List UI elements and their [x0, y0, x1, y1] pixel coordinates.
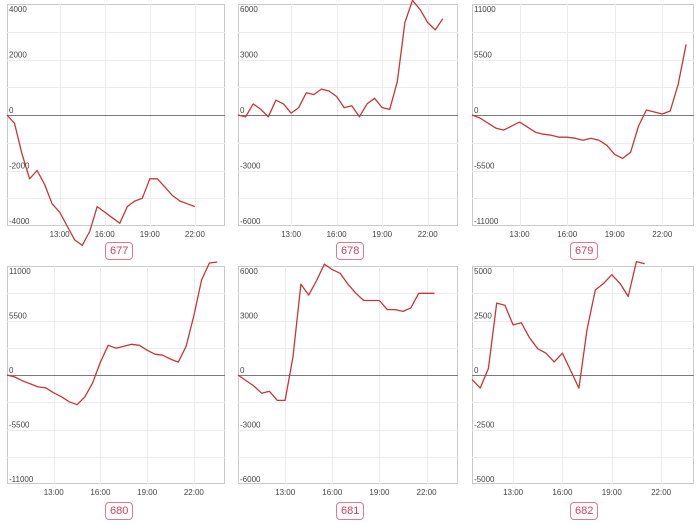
chart-680-x-tick-label: 22:00 — [184, 488, 205, 497]
chart-678-plot: 6000 3000 0 -3000 -6000 13:00 16:00 19:00 22:00 — [237, 0, 458, 239]
chart-panel-680: 11000 5500 0 -5500 -11000 13:00 16:00 19:00 22:0… — [0, 261, 232, 524]
chart-680-y-tick-label: 11000 — [9, 267, 31, 276]
chart-682-series-line — [471, 260, 645, 389]
chart-678-y-tick-label: 6000 — [240, 5, 258, 14]
chart-679-x-tick-label: 16:00 — [557, 230, 578, 239]
chart-label-680: 680 — [105, 502, 134, 520]
chart-682-y-tick-label: 0 — [474, 366, 479, 375]
chart-682-x-tick-label: 19:00 — [602, 488, 623, 497]
chart-677-x-tick-label: 16:00 — [95, 230, 116, 239]
chart-label-678: 678 — [336, 242, 365, 260]
chart-panel-679: 11000 5500 0 -5500 -11000 13:00 16:00 19:00 22:0… — [466, 0, 700, 262]
chart-label-682: 682 — [570, 502, 599, 520]
chart-680-series-line — [6, 261, 218, 406]
chart-681-y-tick-label: -3000 — [240, 421, 261, 430]
chart-681-series-line — [237, 263, 435, 402]
chart-682-x-tick-label: 13:00 — [503, 488, 524, 497]
chart-panel-678: 6000 3000 0 -3000 -6000 13:00 16:00 19:00 22:00 … — [232, 0, 466, 262]
chart-680-y-tick-label: -11000 — [9, 475, 34, 484]
chart-677-x-tick-label: 13:00 — [50, 230, 71, 239]
chart-panel-682: 5000 2500 0 -2500 -5000 13:00 16:00 19:00 22:00 … — [466, 260, 700, 524]
chart-679-series-line — [471, 44, 687, 160]
chart-680-y-tick-label: 0 — [9, 366, 14, 375]
chart-680-x-tick-label: 16:00 — [90, 488, 111, 497]
chart-682-y-tick-label: 5000 — [474, 267, 492, 276]
chart-677-series-line — [6, 114, 196, 247]
chart-682-x-tick-label: 16:00 — [552, 488, 573, 497]
chart-677-x-tick-label: 19:00 — [140, 230, 161, 239]
chart-681-x-tick-label: 22:00 — [417, 488, 438, 497]
chart-678-y-tick-label: 3000 — [240, 51, 258, 60]
chart-label-679: 679 — [570, 242, 599, 260]
chart-679-plot: 11000 5500 0 -5500 -11000 13:00 16:00 19:00 22:0… — [471, 4, 694, 239]
chart-682-y-tick-label: -2500 — [474, 421, 495, 430]
chart-panel-681: 6000 3000 0 -3000 -6000 13:00 16:00 19:00 22:00 … — [232, 262, 466, 524]
chart-681-x-tick-label: 16:00 — [322, 488, 343, 497]
chart-681-plot: 6000 3000 0 -3000 -6000 13:00 16:00 19:00 22:00 — [237, 263, 458, 497]
chart-682-plot: 5000 2500 0 -2500 -5000 13:00 16:00 19:00 22:00 — [471, 260, 694, 497]
chart-682-y-tick-label: -5000 — [474, 475, 495, 484]
chart-681-x-tick-label: 13:00 — [275, 488, 296, 497]
chart-679-x-tick-label: 22:00 — [652, 230, 673, 239]
chart-677-x-tick-label: 22:00 — [185, 230, 206, 239]
chart-680-x-tick-label: 13:00 — [44, 488, 65, 497]
chart-label-677: 677 — [105, 242, 134, 260]
chart-681-y-tick-label: -6000 — [240, 475, 261, 484]
chart-681-y-tick-label: 0 — [240, 366, 245, 375]
chart-677-y-tick-label: 0 — [9, 106, 14, 115]
chart-679-y-tick-label: 0 — [474, 106, 479, 115]
chart-678-y-tick-label: -3000 — [240, 162, 261, 171]
chart-681-x-tick-label: 19:00 — [369, 488, 390, 497]
chart-682-x-tick-label: 22:00 — [651, 488, 672, 497]
chart-677-y-tick-label: 4000 — [9, 5, 27, 14]
chart-677-y-tick-label: -2000 — [9, 162, 30, 171]
chart-681-y-tick-label: 6000 — [240, 267, 258, 276]
chart-678-x-tick-label: 22:00 — [418, 230, 439, 239]
chart-678-x-tick-label: 19:00 — [372, 230, 393, 239]
chart-680-x-tick-label: 19:00 — [137, 488, 158, 497]
chart-679-y-tick-label: -5500 — [474, 162, 495, 171]
chart-677-y-tick-label: -4000 — [9, 217, 30, 226]
chart-678-y-tick-label: 0 — [240, 106, 245, 115]
chart-678-x-tick-label: 16:00 — [327, 230, 348, 239]
chart-677-plot: 4000 2000 0 -2000 -4000 13:00 16:00 19:00 22:00 — [6, 4, 225, 247]
chart-680-y-tick-label: 5500 — [9, 312, 27, 321]
chart-679-x-tick-label: 13:00 — [510, 230, 531, 239]
chart-679-x-tick-label: 19:00 — [605, 230, 626, 239]
chart-678-y-tick-label: -6000 — [240, 217, 261, 226]
chart-679-y-tick-label: -11000 — [474, 217, 499, 226]
chart-680-plot: 11000 5500 0 -5500 -11000 13:00 16:00 19:00 22:0… — [6, 261, 225, 497]
chart-680-y-tick-label: -5500 — [9, 421, 30, 430]
chart-681-y-tick-label: 3000 — [240, 312, 258, 321]
chart-678-x-tick-label: 13:00 — [281, 230, 302, 239]
chart-panel-677: 4000 2000 0 -2000 -4000 13:00 16:00 19:00 22:00 … — [0, 0, 232, 262]
chart-679-y-tick-label: 11000 — [474, 5, 496, 14]
chart-682-y-tick-label: 2500 — [474, 312, 492, 321]
chart-679-y-tick-label: 5500 — [474, 51, 492, 60]
chart-label-681: 681 — [336, 502, 365, 520]
chart-677-y-tick-label: 2000 — [9, 51, 27, 60]
chart-678-series-line — [237, 0, 444, 118]
